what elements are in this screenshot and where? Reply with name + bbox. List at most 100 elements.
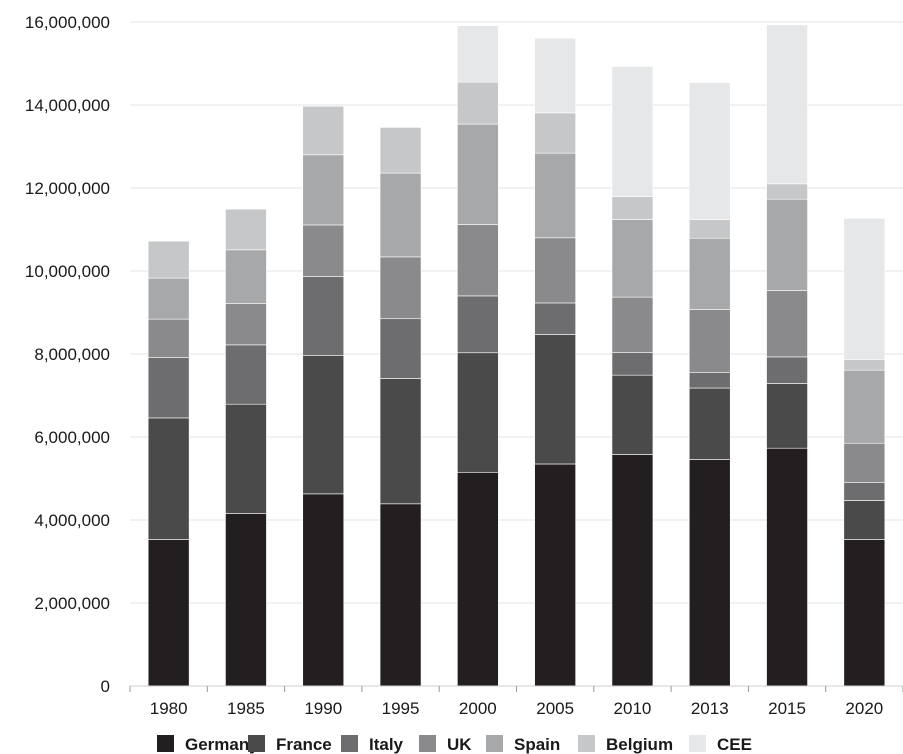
bar-segment-france-1985 [225,403,267,514]
y-tick-label: 0 [101,677,110,696]
legend-item-cee: CEE [689,735,752,754]
bar-segment-belgium-2005 [534,112,576,154]
legend-swatch [578,735,595,752]
bar-segment-france-1990 [302,355,345,495]
bar-segment-italy-2015 [766,356,808,384]
bar-segment-italy-2013 [688,372,731,389]
bar-segment-germany-1980 [147,539,190,687]
legend-swatch [486,735,503,752]
legend-label: UK [447,735,472,754]
bar-segment-italy-2020 [843,482,886,501]
legend-label: Italy [369,735,404,754]
bar-segment-spain-2010 [611,219,654,298]
bar-segment-uk-2020 [843,442,886,483]
bar-segment-belgium-2020 [843,359,886,371]
x-tick-label: 2000 [459,699,497,718]
bar-segment-uk-1995 [379,256,422,320]
legend-label: Belgium [606,735,673,754]
y-tick-label: 16,000,000 [25,13,110,32]
legend-item-spain: Spain [486,735,560,754]
x-axis [129,685,903,692]
legend-item-germany: Germany [157,735,259,754]
legend-item-belgium: Belgium [578,735,673,754]
bar-segment-belgium-1990 [302,105,345,156]
bar-segment-germany-1990 [302,493,345,687]
legend-item-uk: UK [419,735,472,754]
legend-swatch [419,735,436,752]
y-tick-label: 4,000,000 [34,511,110,530]
legend: Germany France Italy UK Spain Belgium CEE [157,735,752,754]
y-tick-label: 8,000,000 [34,345,110,364]
legend-label: Spain [514,735,560,754]
y-tick-label: 12,000,000 [25,179,110,198]
x-tick-label: 2020 [845,699,883,718]
bar-segment-italy-2000 [457,295,499,354]
bar-segment-italy-1980 [147,357,190,419]
bar-segment-spain-2015 [766,198,808,291]
bar-segment-germany-2005 [534,463,576,687]
bar-segment-spain-1980 [147,277,190,320]
bar-segment-italy-1995 [379,318,422,379]
bar-segment-cee-2010 [611,66,654,198]
bar-segment-spain-2020 [843,369,886,444]
legend-swatch [689,735,706,752]
x-tick-label: 1990 [304,699,342,718]
bar-segment-uk-2013 [688,309,731,373]
bar-segment-italy-2010 [611,352,654,376]
legend-label: France [276,735,332,754]
y-axis-tick-labels: 0 2,000,000 4,000,000 6,000,000 8,000,000 10,… [25,13,110,696]
bar-segment-uk-2015 [766,290,808,358]
bar-segment-france-2000 [457,352,499,473]
bar-segment-france-1980 [147,417,190,540]
y-tick-label: 14,000,000 [25,96,110,115]
bar-segment-spain-2013 [688,237,731,310]
x-tick-label: 1980 [150,699,188,718]
bar-segment-cee-2020 [843,217,886,360]
bar-segment-spain-2000 [457,123,499,225]
bar-segment-italy-2005 [534,302,576,335]
bar-segment-belgium-1980 [147,240,190,279]
bar-segment-uk-2005 [534,237,576,304]
bar-segment-uk-2000 [457,224,499,297]
legend-swatch [341,735,358,752]
bar-segment-germany-2010 [611,454,654,687]
bar-segment-germany-2013 [688,459,731,687]
bar-segment-france-2013 [688,387,731,460]
legend-item-italy: Italy [341,735,404,754]
bar-segment-italy-1990 [302,276,345,356]
bar-segment-france-2015 [766,383,808,449]
legend-swatch [157,735,174,752]
bar-segment-germany-1995 [379,503,422,687]
bars [147,24,886,687]
bar-segment-germany-2015 [766,447,808,687]
bar-segment-france-2005 [534,334,576,465]
bar-segment-cee-2015 [766,24,808,185]
legend-item-france: France [248,735,332,754]
bar-segment-belgium-2010 [611,196,654,220]
bar-segment-uk-2010 [611,296,654,353]
bar-segment-spain-1995 [379,172,422,258]
bar-segment-cee-2013 [688,82,731,220]
bar-segment-cee-2000 [457,25,499,83]
bar-segment-uk-1990 [302,224,345,277]
bar-segment-belgium-2000 [457,81,499,125]
bar-segment-italy-1985 [225,344,267,405]
bar-segment-belgium-1985 [225,208,267,251]
bar-segment-spain-1990 [302,154,345,226]
bar-segment-belgium-1995 [379,127,422,174]
bar-segment-belgium-2015 [766,183,808,200]
bar-segment-germany-2020 [843,539,886,687]
legend-label: CEE [717,735,752,754]
bar-segment-france-1995 [379,378,422,505]
bar-segment-belgium-2013 [688,219,731,239]
bar-segment-cee-2005 [534,37,576,114]
bar-segment-uk-1985 [225,303,267,346]
bar-segment-spain-2005 [534,152,576,239]
y-tick-label: 10,000,000 [25,262,110,281]
legend-label: Germany [185,735,259,754]
x-tick-label: 2013 [691,699,729,718]
x-tick-label: 2010 [614,699,652,718]
x-axis-tick-labels: 1980 1985 1990 1995 2000 2005 2010 2013 2015 2020 [150,699,884,718]
legend-swatch [248,735,265,752]
